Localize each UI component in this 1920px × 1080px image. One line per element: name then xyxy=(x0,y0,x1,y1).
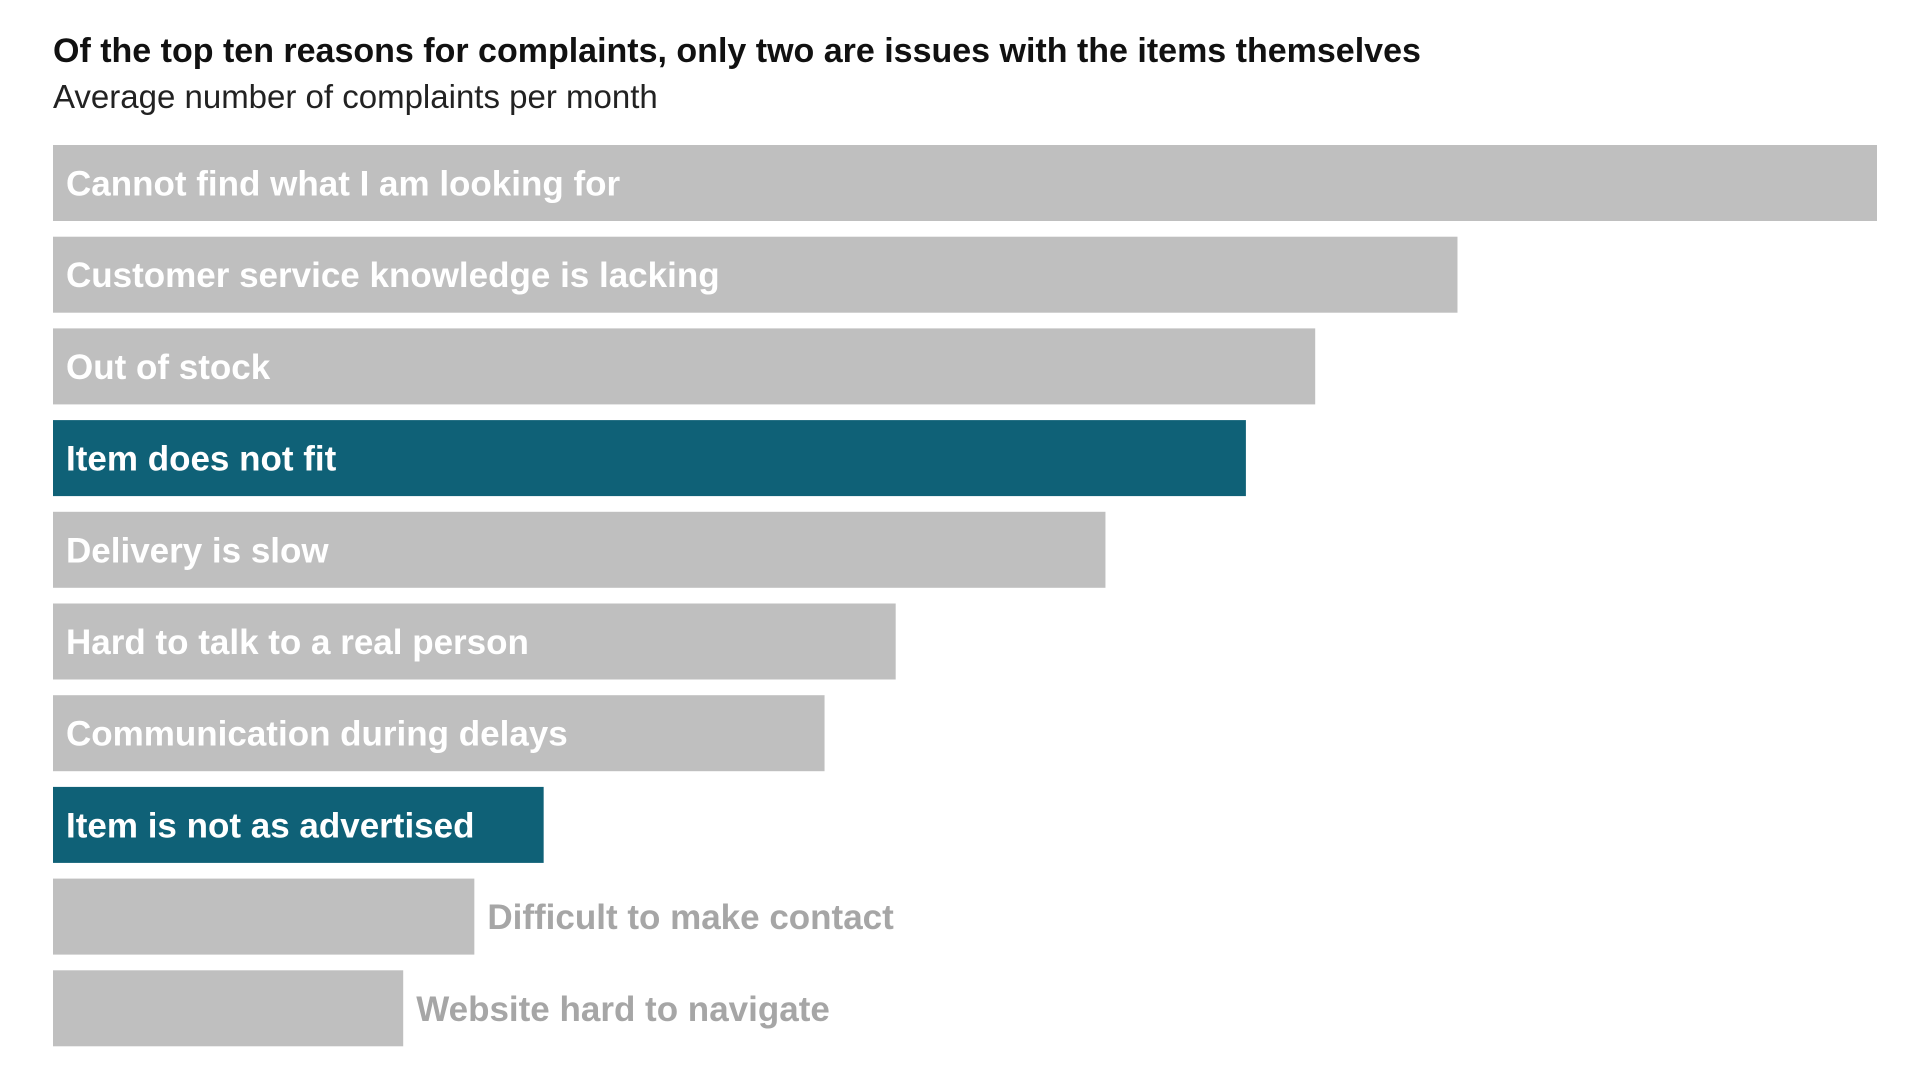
bar-label-6: Hard to talk to a real person xyxy=(66,623,529,662)
bar-6 xyxy=(53,603,896,680)
bar-label-1: Cannot find what I am looking for xyxy=(66,165,621,204)
bar-8 xyxy=(53,786,544,863)
bar-label-5: Delivery is slow xyxy=(66,531,329,570)
chart-subtitle: Average number of complaints per month xyxy=(53,78,658,115)
bar-5 xyxy=(53,511,1106,588)
bar-label-4: Item does not fit xyxy=(66,440,337,479)
bar-3 xyxy=(53,328,1316,405)
bar-1 xyxy=(53,145,1877,221)
bar-label-7: Communication during delays xyxy=(66,715,568,754)
bar-label-9: Difficult to make contact xyxy=(487,898,894,937)
chart-title: Of the top ten reasons for complaints, o… xyxy=(53,32,1421,70)
bar-label-8: Item is not as advertised xyxy=(66,806,474,845)
bar-label-3: Out of stock xyxy=(66,348,271,387)
bar-4 xyxy=(53,420,1246,497)
bar-label-10: Website hard to navigate xyxy=(416,990,830,1029)
bar-9 xyxy=(53,878,475,955)
bar-7 xyxy=(53,695,825,772)
bar-10 xyxy=(53,970,404,1047)
bar-label-2: Customer service knowledge is lacking xyxy=(66,256,720,295)
bar-2 xyxy=(53,236,1458,313)
